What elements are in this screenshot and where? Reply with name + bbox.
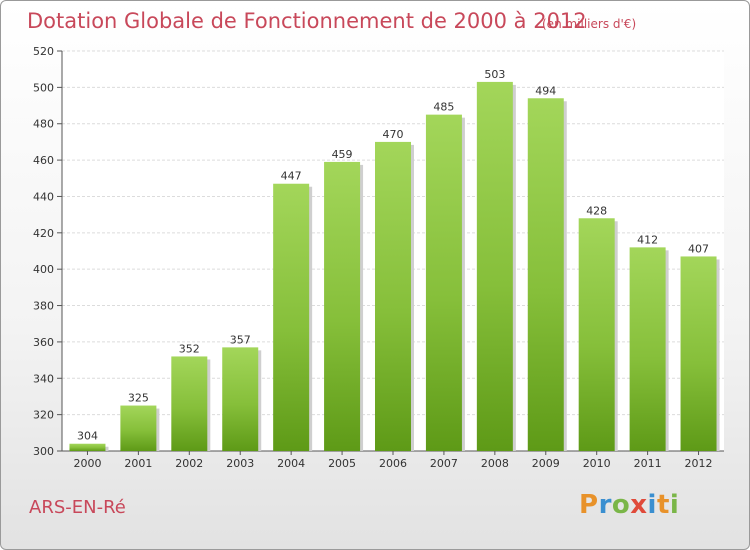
x-tick-label-2009: 2009 — [532, 457, 560, 470]
y-tick-label: 380 — [33, 300, 54, 313]
y-tick-label: 480 — [33, 118, 54, 131]
value-label-2011: 412 — [637, 233, 658, 246]
y-tick-label: 420 — [33, 227, 54, 240]
value-label-2004: 447 — [281, 170, 302, 183]
value-label-2005: 459 — [332, 148, 353, 161]
value-label-2006: 470 — [383, 128, 404, 141]
value-label-2007: 485 — [433, 101, 454, 114]
chart-title: Dotation Globale de Fonctionnement de 20… — [27, 9, 587, 33]
bar-2003 — [222, 347, 259, 451]
bar-2012 — [680, 256, 717, 451]
y-tick-label: 300 — [33, 445, 54, 458]
bar-2007 — [425, 114, 462, 452]
bar-2001 — [120, 405, 157, 451]
y-tick-label: 340 — [33, 372, 54, 385]
value-label-2008: 503 — [484, 68, 505, 81]
value-label-2003: 357 — [230, 333, 251, 346]
axes: 300 320 340 360 380 400 420 440 460 480 500 520 2000… — [33, 45, 724, 470]
x-tick-label-2004: 2004 — [277, 457, 305, 470]
bar-chart: 300 320 340 360 380 400 420 440 460 480 500 520 2000… — [33, 45, 724, 470]
x-tick-label-2010: 2010 — [583, 457, 611, 470]
value-label-2001: 325 — [128, 392, 149, 405]
x-tick-label-2003: 2003 — [226, 457, 254, 470]
bar-2009 — [527, 98, 564, 451]
x-tick-label-2001: 2001 — [124, 457, 152, 470]
chart-subtitle: (en milliers d'€) — [542, 17, 637, 31]
y-tick-label: 440 — [33, 190, 54, 203]
y-tick-label: 320 — [33, 409, 54, 422]
bar-2000 — [69, 443, 106, 451]
y-tick-label: 360 — [33, 336, 54, 349]
bar-2002 — [171, 356, 208, 451]
bars: 304 325 352 357 447 459 470 485 503 494 428 412 407 — [69, 68, 720, 452]
y-tick-label: 400 — [33, 263, 54, 276]
x-tick-label-2011: 2011 — [634, 457, 662, 470]
proxiti-logo: Proxiti — [579, 490, 680, 520]
x-tick-label-2007: 2007 — [430, 457, 458, 470]
value-label-2002: 352 — [179, 342, 200, 355]
commune-name: ARS-EN-Ré — [29, 497, 126, 518]
bar-2010 — [578, 218, 615, 451]
value-label-2000: 304 — [77, 430, 98, 443]
bar-2008 — [476, 81, 513, 451]
x-tick-label-2008: 2008 — [481, 457, 509, 470]
bar-2006 — [375, 141, 411, 451]
y-tick-label: 460 — [33, 154, 54, 167]
x-tick-label-2012: 2012 — [685, 457, 713, 470]
x-tick-label-2002: 2002 — [175, 457, 203, 470]
x-tick-label-2000: 2000 — [73, 457, 101, 470]
x-tick-label-2005: 2005 — [328, 457, 356, 470]
value-label-2009: 494 — [535, 84, 556, 97]
y-tick-label: 500 — [33, 81, 54, 94]
bar-2004 — [273, 183, 310, 451]
bar-2011 — [629, 247, 666, 451]
y-tick-label: 520 — [33, 45, 54, 58]
bar-2005 — [324, 161, 361, 451]
x-tick-label-2006: 2006 — [379, 457, 407, 470]
value-label-2012: 407 — [688, 242, 709, 255]
value-label-2010: 428 — [586, 204, 607, 217]
